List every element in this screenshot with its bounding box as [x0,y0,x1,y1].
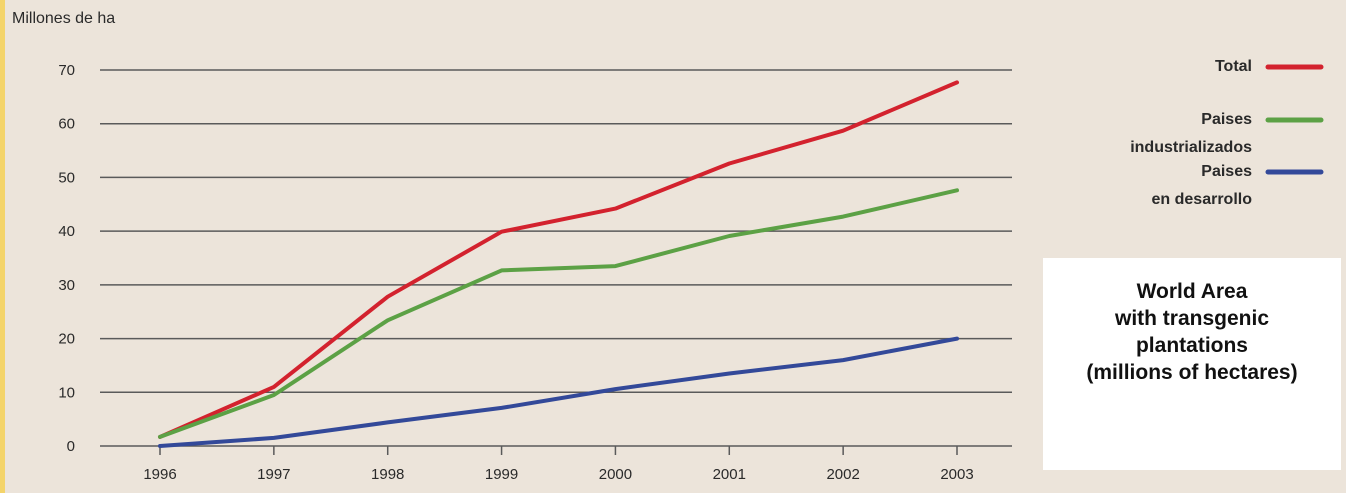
y-tick-label: 20 [58,331,75,348]
x-tick-label: 1997 [257,466,290,483]
y-tick-label: 30 [58,277,75,294]
x-tick-label: 1996 [143,466,176,483]
caption-line: World Area [1136,280,1248,303]
legend-label: Paises [1201,163,1252,180]
x-tick-label: 1999 [485,466,518,483]
caption-box: World Area with transgenic plantations (… [1043,258,1341,470]
y-tick-label: 50 [58,169,75,186]
series-lines [158,80,959,448]
caption-line: plantations [1135,334,1248,357]
x-tick-label: 1998 [371,466,404,483]
caption-line: with transgenic [1114,307,1270,330]
y-tick-label: 70 [58,62,75,79]
y-tick-label: 0 [67,438,75,455]
series-line [158,336,959,448]
y-tick-label: 10 [58,384,75,401]
y-tick-label: 60 [58,116,75,133]
x-tick-label: 2000 [599,466,632,483]
legend: Total Paises industrializados Paises en desa… [1130,58,1324,208]
legend-label: Paises [1201,111,1252,128]
left-stripe [0,0,5,493]
legend-label: en desarrollo [1152,191,1253,208]
x-axis: 1996 1997 1998 1999 2000 2001 2002 2003 [143,446,974,483]
legend-label: Total [1215,58,1252,75]
legend-label: industrializados [1130,139,1252,156]
y-tick-label: 40 [58,223,75,240]
y-unit-label: Millones de ha [12,10,115,27]
series-line [158,188,959,439]
series-line [158,80,959,439]
caption-line: (millions of hectares) [1086,361,1298,384]
x-tick-label: 2003 [940,466,973,483]
x-tick-label: 2002 [826,466,859,483]
x-tick-label: 2001 [713,466,746,483]
